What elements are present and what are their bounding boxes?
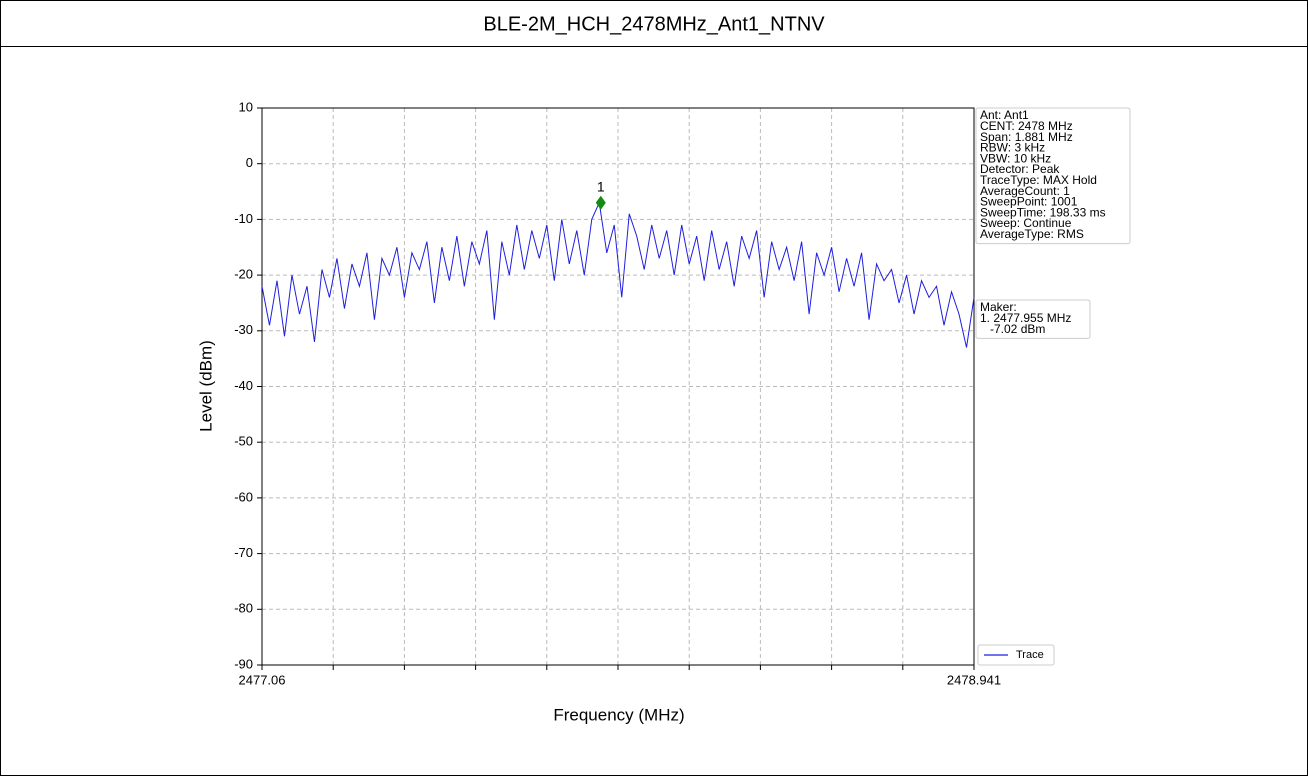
- y-tick-label: -60: [234, 489, 253, 504]
- info-line: VBW: 10 kHz: [980, 151, 1051, 165]
- x-tick-label: 2477.06: [239, 672, 286, 687]
- info-line: AverageCount: 1: [980, 184, 1070, 198]
- y-tick-label: -50: [234, 434, 253, 449]
- info-line: Span: 1.881 MHz: [980, 130, 1073, 144]
- x-axis-label: Frequency (MHz): [553, 705, 684, 724]
- chart-title: BLE-2M_HCH_2478MHz_Ant1_NTNV: [483, 13, 825, 35]
- y-axis-label: Level (dBm): [196, 340, 215, 432]
- marker-info-line: -7.02 dBm: [980, 322, 1045, 336]
- y-tick-label: -40: [234, 378, 253, 393]
- trace-line: [261, 200, 975, 348]
- info-line: RBW: 3 kHz: [980, 141, 1045, 155]
- plot-area: [261, 107, 975, 666]
- y-tick-label: -80: [234, 601, 253, 616]
- info-box: [975, 107, 1131, 245]
- y-tick-label: -30: [234, 322, 253, 337]
- peak-marker: [595, 195, 606, 210]
- y-tick-label: -20: [234, 267, 253, 282]
- info-line: AverageType: RMS: [980, 227, 1084, 241]
- info-line: CENT: 2478 MHz: [980, 119, 1073, 133]
- info-line: Sweep: Continue: [980, 216, 1072, 230]
- legend-label: Trace: [1016, 649, 1044, 661]
- y-tick-label: -90: [234, 656, 253, 671]
- info-line: SweepPoint: 1001: [980, 195, 1078, 209]
- y-tick-label: -10: [234, 211, 253, 226]
- peak-marker-label: 1: [597, 179, 605, 195]
- marker-info-line: Maker:: [980, 300, 1017, 314]
- y-tick-label: 10: [239, 99, 253, 114]
- marker-info-line: 1. 2477.955 MHz: [980, 311, 1071, 325]
- info-line: Ant: Ant1: [980, 108, 1029, 122]
- x-tick-label: 2478.941: [947, 672, 1001, 687]
- info-line: TraceType: MAX Hold: [980, 173, 1097, 187]
- info-line: SweepTime: 198.33 ms: [980, 205, 1106, 219]
- info-line: Detector: Peak: [980, 162, 1060, 176]
- y-tick-label: -70: [234, 545, 253, 560]
- y-tick-label: 0: [246, 155, 253, 170]
- marker-info-box: [975, 299, 1091, 339]
- legend-box: [977, 644, 1055, 666]
